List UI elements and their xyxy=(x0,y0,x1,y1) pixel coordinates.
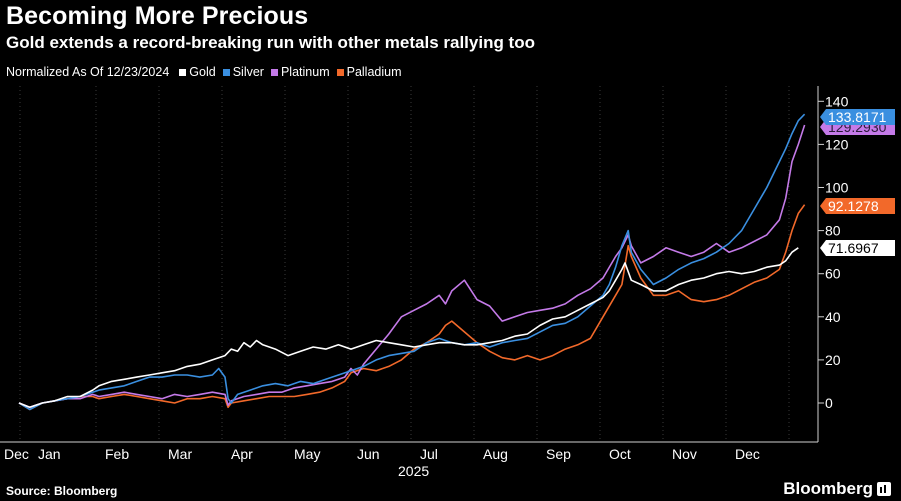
brand-logo: Bloomberg xyxy=(783,479,891,499)
last-value-label-silver: 133.8171 xyxy=(828,109,887,125)
x-tick-label: Jul xyxy=(420,446,438,462)
legend-item-platinum: Platinum xyxy=(270,65,330,79)
bloomberg-terminal-icon xyxy=(877,482,891,496)
x-tick-label: Oct xyxy=(609,446,631,462)
chart-grid xyxy=(19,86,790,442)
x-year-label: 2025 xyxy=(398,463,429,479)
legend-swatch-gold xyxy=(179,68,187,76)
chart-title: Becoming More Precious xyxy=(6,2,309,30)
y-tick-label: 120 xyxy=(825,136,849,152)
brand-name: Bloomberg xyxy=(783,479,873,498)
x-tick-label: May xyxy=(294,446,320,462)
x-tick-label: Jan xyxy=(38,446,61,462)
legend-item-gold: Gold xyxy=(179,65,216,79)
chart-axes: 0 20 40 60 80 100 120 140 Dec Jan Feb Mar Apr May Jun J… xyxy=(0,86,849,479)
chart-subtitle: Gold extends a record-breaking run with … xyxy=(6,33,535,52)
legend-label-silver: Silver xyxy=(232,65,264,79)
series-line-palladium xyxy=(18,204,806,411)
legend-swatch-silver xyxy=(222,68,230,76)
legend-label-gold: Gold xyxy=(189,65,216,79)
last-value-label-gold: 71.6967 xyxy=(828,240,879,256)
series-line-silver xyxy=(18,113,806,411)
x-tick-label: Dec xyxy=(4,446,29,462)
legend-item-silver: Silver xyxy=(222,65,264,79)
last-value-tag-palladium xyxy=(820,198,895,214)
legend-label-platinum: Platinum xyxy=(280,65,330,79)
y-tick-label: 60 xyxy=(825,266,841,282)
last-value-tag-gold xyxy=(820,240,895,256)
y-tick-label: 80 xyxy=(825,223,841,239)
legend-item-palladium: Palladium xyxy=(336,65,402,79)
last-value-tag-silver xyxy=(820,109,895,125)
y-tick-label: 100 xyxy=(825,180,849,196)
x-tick-label: Jun xyxy=(357,446,380,462)
x-tick-label: Nov xyxy=(672,446,697,462)
last-value-label-palladium: 92.1278 xyxy=(828,198,879,214)
legend-normalization-note: Normalized As Of 12/23/2024 xyxy=(6,65,170,79)
y-tick-label: 140 xyxy=(825,93,849,109)
y-tick-label: 0 xyxy=(825,395,833,411)
source-note: Source: Bloomberg xyxy=(6,484,118,498)
x-tick-label: Feb xyxy=(105,446,129,462)
x-tick-label: Mar xyxy=(168,446,192,462)
y-tick-label: 20 xyxy=(825,352,841,368)
legend-swatch-palladium xyxy=(336,68,344,76)
y-tick-label: 40 xyxy=(825,309,841,325)
legend: Normalized As Of 12/23/2024 Gold Silver … xyxy=(6,65,409,79)
series-line-platinum xyxy=(18,124,806,409)
series-line-gold xyxy=(18,247,799,409)
legend-label-palladium: Palladium xyxy=(346,65,402,79)
chart-series xyxy=(18,113,806,411)
legend-swatch-platinum xyxy=(270,68,278,76)
x-tick-label: Apr xyxy=(231,446,253,462)
x-tick-label: Sep xyxy=(546,446,571,462)
x-tick-label: Aug xyxy=(483,446,508,462)
x-tick-label: Dec xyxy=(735,446,760,462)
